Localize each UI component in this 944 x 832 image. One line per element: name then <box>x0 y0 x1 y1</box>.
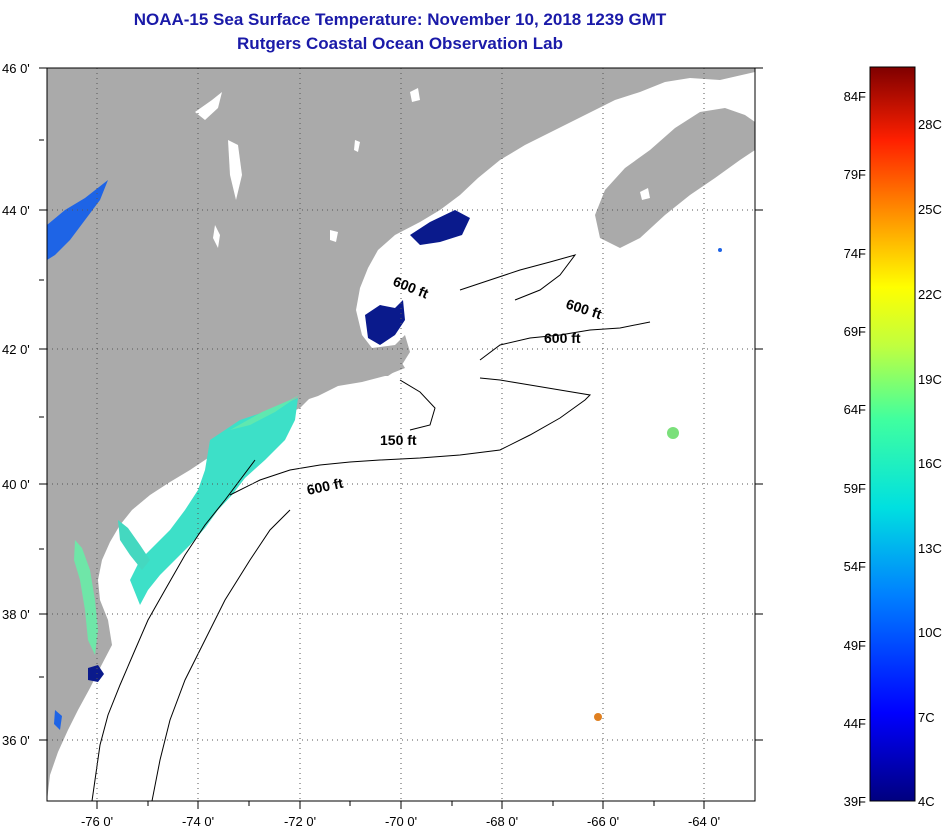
colorbar-f-label: 54F <box>844 559 866 574</box>
sst-offshore-pixel <box>718 248 722 252</box>
colorbar-f-label: 64F <box>844 402 866 417</box>
colorbar-c-label: 25C <box>918 202 942 217</box>
land-nova-scotia <box>595 108 755 248</box>
lat-label: 36 0' <box>2 733 30 748</box>
lat-label: 38 0' <box>2 607 30 622</box>
colorbar-f-label: 39F <box>844 794 866 809</box>
contour-150ft <box>399 379 436 431</box>
colorbar-c-label: 4C <box>918 794 935 809</box>
contour-150ft-coast <box>91 459 256 801</box>
lon-label: -74 0' <box>182 814 214 829</box>
colorbar-f-label: 44F <box>844 716 866 731</box>
colorbar-c-label: 13C <box>918 541 942 556</box>
sst-offshore-hot-pixel <box>594 713 602 721</box>
contour-label: 600 ft <box>305 475 344 498</box>
lat-label: 42 0' <box>2 342 30 357</box>
lat-label: 40 0' <box>2 477 30 492</box>
colorbar-f-label: 74F <box>844 246 866 261</box>
sst-nc-sounds <box>54 710 62 730</box>
colorbar-c-label: 22C <box>918 287 942 302</box>
sst-long-island-sound <box>230 395 300 430</box>
colorbar-c-label: 19C <box>918 372 942 387</box>
sst-chesapeake-bay <box>74 540 98 655</box>
colorbar-f-label: 79F <box>844 167 866 182</box>
lon-label: -76 0' <box>81 814 113 829</box>
contour-600ft-shelf-break <box>229 377 592 496</box>
sst-offshore-warm-patch <box>667 427 679 439</box>
lon-label: -66 0' <box>587 814 619 829</box>
colorbar-f-label: 69F <box>844 324 866 339</box>
sst-mid-atlantic-shelf <box>130 398 298 605</box>
contour-label: 150 ft <box>380 432 417 448</box>
sst-chesapeake-mouth-cold <box>88 665 104 682</box>
colorbar-c-label: 10C <box>918 625 942 640</box>
land-us-mainland <box>47 68 755 801</box>
colorbar-f-label: 49F <box>844 638 866 653</box>
lon-label: -72 0' <box>284 814 316 829</box>
bathymetry-contours <box>91 254 651 801</box>
contour-600ft-gulf <box>479 321 651 361</box>
sst-gulf-of-maine-cold <box>410 210 470 245</box>
lat-label: 46 0' <box>2 61 30 76</box>
colorbar-c-label: 28C <box>918 117 942 132</box>
axis-ticks <box>39 67 763 809</box>
map-subtitle: Rutgers Coastal Ocean Observation Lab <box>237 34 563 53</box>
colorbar-f-label: 59F <box>844 481 866 496</box>
contour-600ft-slope <box>151 509 291 801</box>
colorbar-c-label: 7C <box>918 710 935 725</box>
lon-label: -70 0' <box>385 814 417 829</box>
lon-label: -68 0' <box>486 814 518 829</box>
land-cape-cod <box>372 335 410 376</box>
inland-lakes <box>195 88 650 248</box>
colorbar-c-label: 16C <box>918 456 942 471</box>
lat-label: 44 0' <box>2 203 30 218</box>
lon-label: -64 0' <box>688 814 720 829</box>
colorbar-f-label: 84F <box>844 89 866 104</box>
colorbar <box>869 66 916 802</box>
contour-label: 600 ft <box>544 330 581 346</box>
map-title: NOAA-15 Sea Surface Temperature: Novembe… <box>133 10 667 29</box>
sst-delaware-bay <box>118 520 150 570</box>
contour-600ft-georges <box>459 254 577 301</box>
sst-lake-ontario <box>47 180 108 260</box>
sst-massachusetts-bay-cold <box>365 300 405 345</box>
